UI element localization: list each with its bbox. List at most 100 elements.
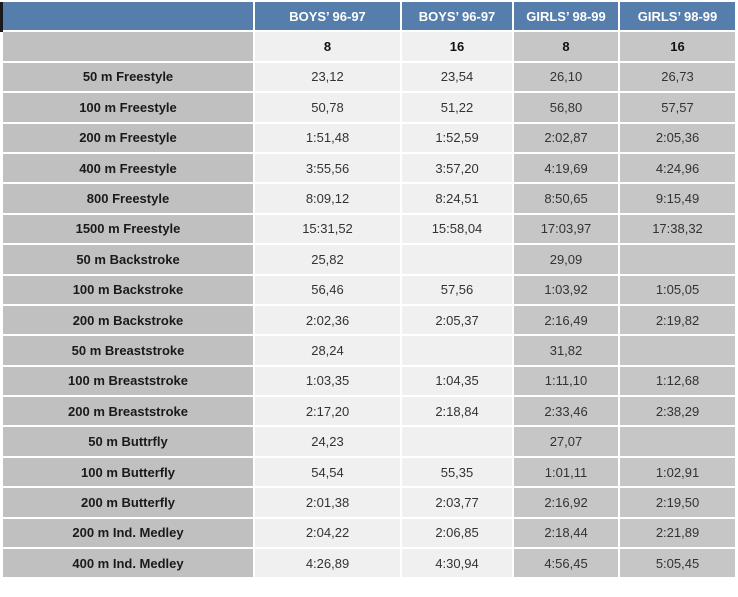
time-cell: 15:31,52: [255, 214, 400, 244]
time-cell: 55,35: [402, 457, 512, 487]
time-cell: 8:09,12: [255, 184, 400, 213]
event-label: 50 m Freestyle: [3, 62, 253, 92]
time-cell: 1:51,48: [255, 123, 400, 152]
time-cell: 2:18,84: [402, 397, 512, 426]
time-cell: 5:05,45: [620, 549, 735, 578]
time-cell: 50,78: [255, 93, 400, 122]
time-cell: 8:24,51: [402, 184, 512, 213]
time-cell: 2:21,89: [620, 518, 735, 548]
event-label: 200 m Freestyle: [3, 123, 253, 152]
time-cell: 1:01,11: [514, 457, 618, 487]
group-header-boys-16: BOYS’ 96-97: [402, 2, 512, 31]
table-row: 400 m Ind. Medley 4:26,89 4:30,94 4:56,45 5:…: [3, 549, 735, 578]
event-label: 200 m Ind. Medley: [3, 518, 253, 548]
time-cell: 2:05,36: [620, 123, 735, 152]
time-cell: 4:24,96: [620, 153, 735, 183]
table-row: 50 m Freestyle 23,12 23,54 26,10 26,73: [3, 62, 735, 92]
time-cell: 2:19,82: [620, 305, 735, 335]
time-cell: 2:18,44: [514, 518, 618, 548]
time-cell: 2:38,29: [620, 397, 735, 426]
time-cell: 3:57,20: [402, 153, 512, 183]
age-header-girls-8: 8: [514, 32, 618, 61]
time-cell: 2:04,22: [255, 518, 400, 548]
age-row-blank-cell: [3, 32, 253, 61]
time-cell: 29,09: [514, 245, 618, 274]
time-cell: [402, 427, 512, 456]
event-label: 100 m Breaststroke: [3, 366, 253, 396]
header-left-edge-mark: [0, 2, 3, 32]
time-cell: 57,57: [620, 93, 735, 122]
event-label: 200 m Breaststroke: [3, 397, 253, 426]
time-cell: [402, 336, 512, 365]
event-label: 100 m Freestyle: [3, 93, 253, 122]
time-cell: 2:19,50: [620, 488, 735, 517]
time-cell: 1:12,68: [620, 366, 735, 396]
time-cell: 28,24: [255, 336, 400, 365]
table-row: 200 m Backstroke 2:02,36 2:05,37 2:16,49 2:1…: [3, 305, 735, 335]
time-cell: 26,73: [620, 62, 735, 92]
time-cell: 9:15,49: [620, 184, 735, 213]
event-label: 800 Freestyle: [3, 184, 253, 213]
event-label: 50 m Buttrfly: [3, 427, 253, 456]
table-row: 100 m Breaststroke 1:03,35 1:04,35 1:11,10 1…: [3, 366, 735, 396]
event-label: 50 m Backstroke: [3, 245, 253, 274]
time-cell: 8:50,65: [514, 184, 618, 213]
time-cell: 56,46: [255, 275, 400, 304]
event-label: 400 m Ind. Medley: [3, 549, 253, 578]
table-row: 400 m Freestyle 3:55,56 3:57,20 4:19,69 4:24…: [3, 153, 735, 183]
swim-times-table: BOYS’ 96-97 BOYS’ 96-97 GIRLS’ 98-99 GIR…: [1, 0, 737, 579]
time-cell: 1:52,59: [402, 123, 512, 152]
time-cell: 31,82: [514, 336, 618, 365]
event-label: 200 m Backstroke: [3, 305, 253, 335]
time-cell: [620, 245, 735, 274]
table-row: 100 m Backstroke 56,46 57,56 1:03,92 1:05,05: [3, 275, 735, 304]
time-cell: [620, 336, 735, 365]
time-cell: 17:38,32: [620, 214, 735, 244]
group-header-row: BOYS’ 96-97 BOYS’ 96-97 GIRLS’ 98-99 GIR…: [3, 2, 735, 31]
table-row: 1500 m Freestyle 15:31,52 15:58,04 17:03,97…: [3, 214, 735, 244]
age-header-row: 8 16 8 16: [3, 32, 735, 61]
table-row: 50 m Breaststroke 28,24 31,82: [3, 336, 735, 365]
time-cell: 56,80: [514, 93, 618, 122]
time-cell: 1:05,05: [620, 275, 735, 304]
time-cell: 2:06,85: [402, 518, 512, 548]
corner-cell: [3, 2, 253, 31]
time-cell: 25,82: [255, 245, 400, 274]
time-cell: 1:11,10: [514, 366, 618, 396]
time-cell: 54,54: [255, 457, 400, 487]
time-cell: 2:01,38: [255, 488, 400, 517]
time-cell: 1:02,91: [620, 457, 735, 487]
table-row: 200 m Butterfly 2:01,38 2:03,77 2:16,92 2:19…: [3, 488, 735, 517]
group-header-girls-8: GIRLS’ 98-99: [514, 2, 618, 31]
event-label: 100 m Butterfly: [3, 457, 253, 487]
time-cell: 2:17,20: [255, 397, 400, 426]
age-header-girls-16: 16: [620, 32, 735, 61]
time-cell: [620, 427, 735, 456]
table-body: 50 m Freestyle 23,12 23,54 26,10 26,73 100 m …: [3, 62, 735, 578]
event-label: 100 m Backstroke: [3, 275, 253, 304]
time-cell: 2:02,87: [514, 123, 618, 152]
time-cell: 2:33,46: [514, 397, 618, 426]
time-cell: 2:02,36: [255, 305, 400, 335]
time-cell: 15:58,04: [402, 214, 512, 244]
table-row: 100 m Freestyle 50,78 51,22 56,80 57,57: [3, 93, 735, 122]
time-cell: 23,12: [255, 62, 400, 92]
time-cell: 1:03,92: [514, 275, 618, 304]
table-row: 800 Freestyle 8:09,12 8:24,51 8:50,65 9:15,4…: [3, 184, 735, 213]
table-row: 50 m Buttrfly 24,23 27,07: [3, 427, 735, 456]
time-cell: 57,56: [402, 275, 512, 304]
table-row: 200 m Ind. Medley 2:04,22 2:06,85 2:18,44 2:…: [3, 518, 735, 548]
time-cell: 2:16,49: [514, 305, 618, 335]
time-cell: 1:04,35: [402, 366, 512, 396]
table-row: 200 m Breaststroke 2:17,20 2:18,84 2:33,46 2…: [3, 397, 735, 426]
table-row: 100 m Butterfly 54,54 55,35 1:01,11 1:02,91: [3, 457, 735, 487]
time-cell: 3:55,56: [255, 153, 400, 183]
time-cell: 2:16,92: [514, 488, 618, 517]
time-cell: 2:05,37: [402, 305, 512, 335]
time-cell: 23,54: [402, 62, 512, 92]
event-label: 50 m Breaststroke: [3, 336, 253, 365]
table-row: 200 m Freestyle 1:51,48 1:52,59 2:02,87 2:05…: [3, 123, 735, 152]
age-header-boys-16: 16: [402, 32, 512, 61]
table-row: 50 m Backstroke 25,82 29,09: [3, 245, 735, 274]
